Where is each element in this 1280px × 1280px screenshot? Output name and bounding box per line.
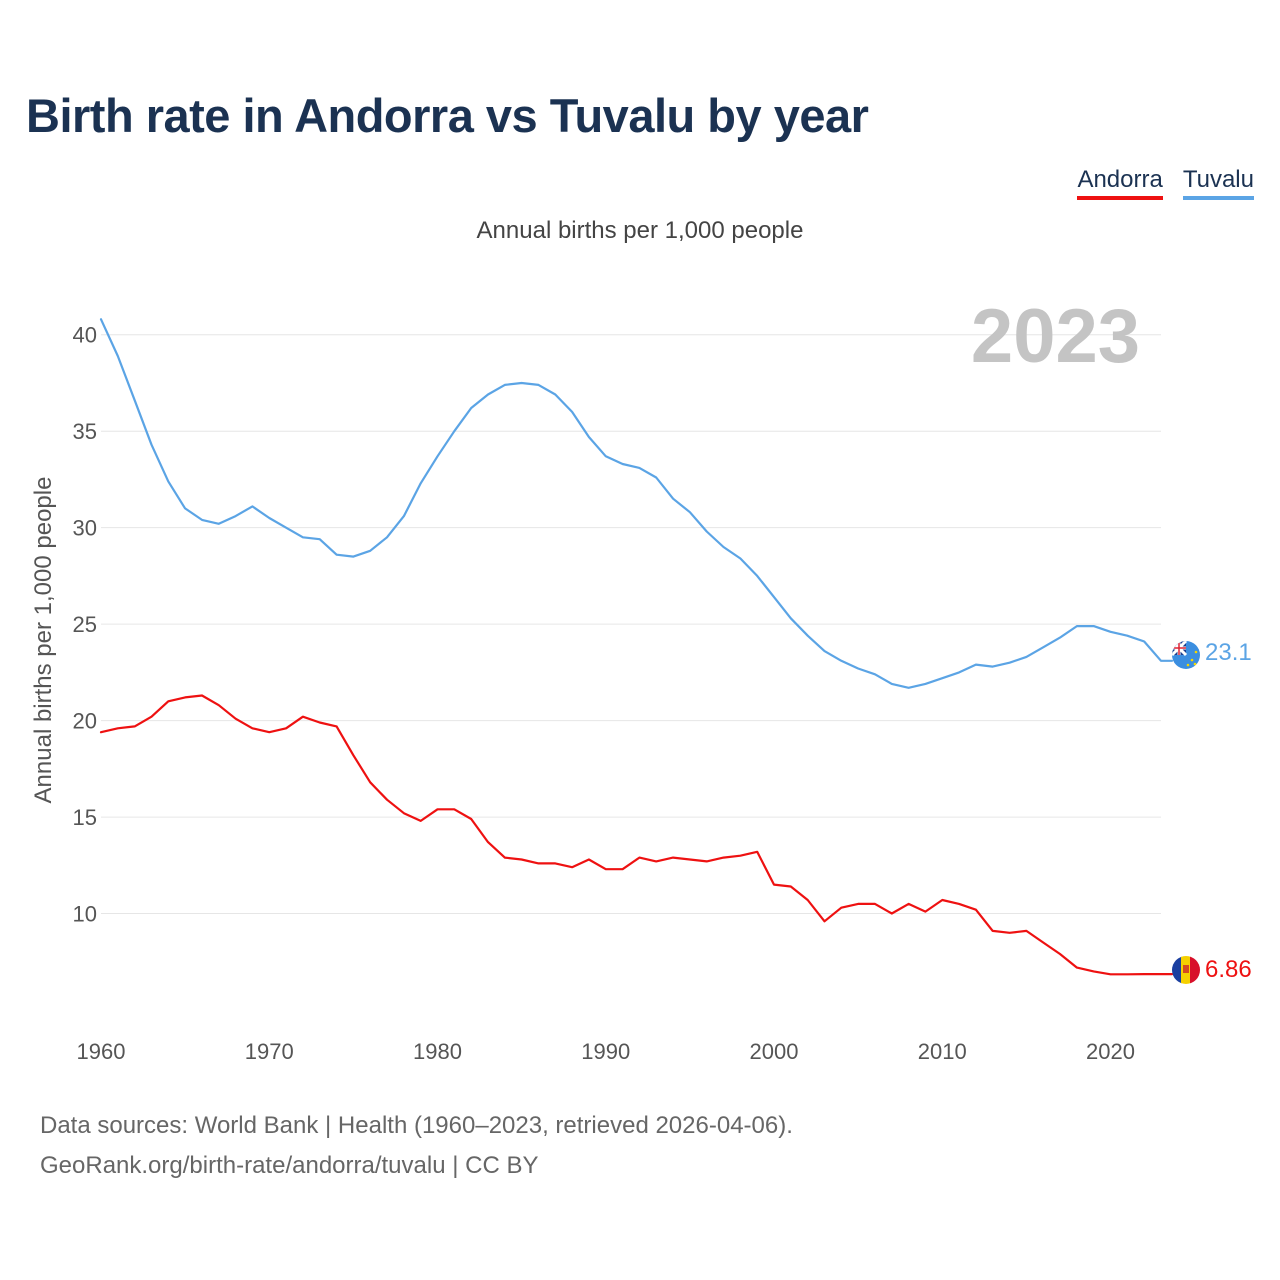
x-tick-label: 1980 [413, 1039, 462, 1064]
andorra-flag-icon [1172, 956, 1200, 984]
year-watermark: 2023 [971, 294, 1140, 379]
chart-title: Birth rate in Andorra vs Tuvalu by year [26, 89, 869, 142]
tuvalu-flag-icon [1172, 641, 1200, 669]
x-tick-label: 2020 [1086, 1039, 1135, 1064]
y-axis-label: Annual births per 1,000 people [30, 477, 57, 804]
y-tick-label: 40 [73, 323, 97, 348]
y-tick-label: 30 [73, 516, 97, 541]
line-chart: 10 15 20 25 30 35 40 1960 1970 1980 1990 2000 2010 2… [30, 294, 1252, 1064]
tuvalu-end-value-label: 23.1 [1205, 639, 1252, 666]
legend-item-tuvalu[interactable]: Tuvalu [1182, 166, 1254, 200]
y-tick-label: 10 [73, 902, 97, 927]
y-tick-label: 15 [73, 805, 97, 830]
x-axis-ticks: 1960 1970 1980 1990 2000 2010 2020 [77, 1039, 1135, 1064]
grid-lines [101, 334, 1161, 915]
x-tick-label: 1960 [77, 1039, 126, 1064]
y-tick-label: 35 [73, 419, 97, 444]
x-tick-label: 2000 [750, 1039, 799, 1064]
y-axis-ticks: 10 15 20 25 30 35 40 [73, 323, 97, 927]
series-line-andorra[interactable] [99, 694, 1174, 976]
legend: Andorra Tuvalu [1077, 166, 1254, 200]
series-line-tuvalu[interactable] [99, 318, 1174, 689]
chart-subtitle: Annual births per 1,000 people [476, 217, 804, 244]
x-tick-label: 1990 [581, 1039, 630, 1064]
source-line-2[interactable]: GeoRank.org/birth-rate/andorra/tuvalu | … [40, 1152, 539, 1179]
x-tick-label: 2010 [918, 1039, 967, 1064]
legend-item-andorra[interactable]: Andorra [1077, 166, 1163, 200]
data-source: Data sources: World Bank | Health (1960–… [40, 1106, 793, 1186]
y-tick-label: 25 [73, 612, 97, 637]
y-tick-label: 20 [73, 709, 97, 734]
source-line-1: Data sources: World Bank | Health (1960–… [40, 1112, 793, 1139]
series-lines [99, 318, 1174, 976]
x-tick-label: 1970 [245, 1039, 294, 1064]
andorra-end-value-label: 6.86 [1205, 956, 1252, 983]
